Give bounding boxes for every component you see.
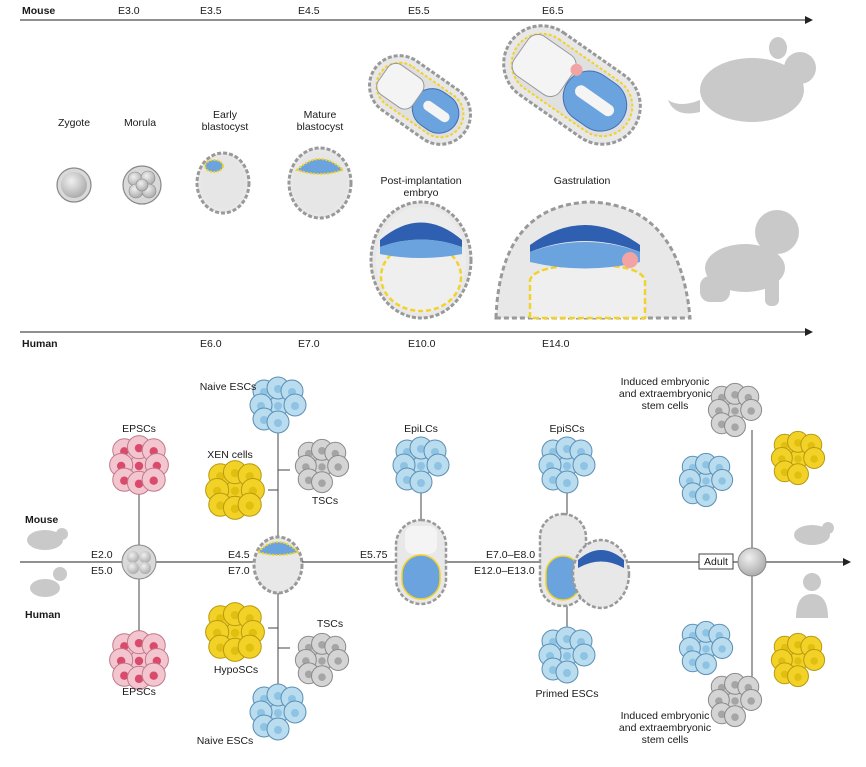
xen-label: XEN cells <box>207 449 253 461</box>
human-day-4: E14.0 <box>542 338 570 350</box>
adult-box <box>698 553 734 570</box>
lineage-mouse-label: Mouse <box>25 514 58 526</box>
node4-mouse-day: E7.0–E8.0 <box>486 549 535 561</box>
lineage-human-label: Human <box>25 609 61 621</box>
hyposcs-label: HypoSCs <box>214 664 258 676</box>
gastrulation-mouse-embryo <box>502 24 642 146</box>
post-implantation-label-2: embryo <box>403 187 438 199</box>
small-adult-icon <box>796 573 828 618</box>
induced-bottom-gray-cluster <box>707 672 763 728</box>
primed-esc-cluster <box>538 626 596 684</box>
node1-human-day: E5.0 <box>91 565 113 577</box>
small-baby-icon <box>30 567 67 597</box>
node2-human-day: E7.0 <box>228 565 250 577</box>
mature-blastocyst-icon <box>287 146 353 220</box>
human-day-2: E7.0 <box>298 338 320 350</box>
induced-top-blue-cluster <box>678 452 734 508</box>
induced-bottom-label-1: Induced embryonic <box>621 710 710 722</box>
epiblast-node-icon <box>394 518 448 606</box>
blastocyst-node-icon <box>252 535 304 595</box>
gastrulation-label: Gastrulation <box>554 175 611 187</box>
epilcs-cluster <box>392 436 450 494</box>
small-mouse-right-icon <box>794 522 834 545</box>
tscs-top-label: TSCs <box>312 495 338 507</box>
induced-top-gray-cluster <box>707 382 763 438</box>
adult-label: Adult <box>704 556 728 568</box>
mature-blastocyst-label-1: Mature <box>304 109 337 121</box>
post-implantation-human-embryo <box>369 200 473 320</box>
early-blastocyst-label-1: Early <box>213 109 238 121</box>
early-blastocyst-label-2: blastocyst <box>202 121 249 133</box>
induced-bottom-blue-cluster <box>678 620 734 676</box>
induced-bottom-label-2: and extraembryonic <box>619 722 711 734</box>
adult-node-icon <box>737 547 767 577</box>
node1-mouse-day: E2.0 <box>91 549 113 561</box>
naive-bottom-label: Naive ESCs <box>197 735 254 747</box>
early-blastocyst-icon <box>195 151 251 215</box>
baby-silhouette-icon <box>700 210 799 306</box>
mouse-day-4: E5.5 <box>408 5 430 17</box>
zygote-icon <box>56 167 92 203</box>
induced-bottom-label-3: stem cells <box>642 734 689 746</box>
episcs-cluster <box>538 436 596 494</box>
episcs-label: EpiSCs <box>549 423 584 435</box>
node4-human-day: E12.0–E13.0 <box>474 565 535 577</box>
xen-cells-cluster <box>205 460 265 520</box>
post-implantation-mouse-embryo <box>368 54 472 146</box>
mouse-silhouette-icon <box>668 37 816 122</box>
gastrulation-human-embryo <box>494 200 692 320</box>
epscs-bottom-label: EPSCs <box>122 686 156 698</box>
tscs-bottom-cluster <box>294 632 350 688</box>
mouse-day-1: E3.0 <box>118 5 140 17</box>
human-day-1: E6.0 <box>200 338 222 350</box>
human-axis-label: Human <box>22 338 58 350</box>
human-day-3: E10.0 <box>408 338 436 350</box>
epscs-top-cluster <box>109 435 169 495</box>
naive-top-label: Naive ESCs <box>200 381 257 393</box>
mouse-day-5: E6.5 <box>542 5 564 17</box>
post-implantation-label-1: Post-implantation <box>380 175 461 187</box>
small-mouse-icon <box>27 528 68 550</box>
cell-clusters <box>109 376 826 741</box>
induced-top-label-1: Induced embryonic <box>621 376 710 388</box>
hyposcs-cluster <box>205 602 265 662</box>
primed-label: Primed ESCs <box>535 688 598 700</box>
epscs-bottom-cluster <box>109 630 169 690</box>
node2-mouse-day: E4.5 <box>228 549 250 561</box>
morula-label: Morula <box>124 117 156 129</box>
induced-top-label-2: and extraembryonic <box>619 388 711 400</box>
morula-node-icon <box>121 544 157 580</box>
induced-top-label-3: stem cells <box>642 400 689 412</box>
tscs-top-cluster <box>294 438 350 494</box>
zygote-label: Zygote <box>58 117 90 129</box>
node3-mouse-day: E5.75 <box>360 549 388 561</box>
mouse-day-2: E3.5 <box>200 5 222 17</box>
epilcs-label: EpiLCs <box>404 423 438 435</box>
mature-blastocyst-label-2: blastocyst <box>297 121 344 133</box>
gastrula-node-icon <box>538 512 631 610</box>
morula-icon <box>122 165 162 205</box>
naive-esc-bottom-cluster <box>249 683 307 741</box>
tscs-bottom-label: TSCs <box>317 618 343 630</box>
mouse-day-3: E4.5 <box>298 5 320 17</box>
naive-esc-top-cluster <box>249 376 307 434</box>
mouse-axis-label: Mouse <box>22 5 55 17</box>
epscs-top-label: EPSCs <box>122 423 156 435</box>
induced-top-yellow-cluster <box>770 430 826 486</box>
induced-bottom-yellow-cluster <box>770 632 826 688</box>
